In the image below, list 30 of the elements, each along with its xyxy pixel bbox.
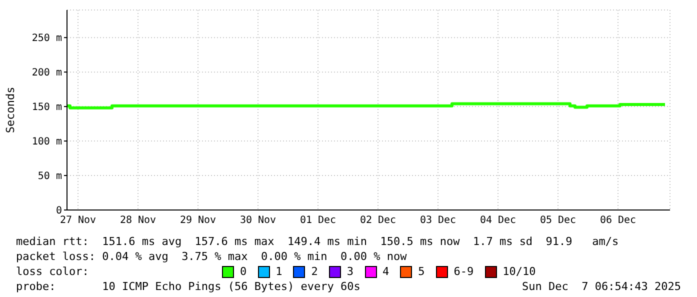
text: median rtt: 151.6 ms avg 157.6 ms max 149.4 ms min 150.5 ms now 1.7 ms sd 91.9 am/s [16,234,620,249]
x-tick-label: 28 Nov [120,215,156,226]
x-tick-label: 29 Nov [180,215,216,226]
y-tick-label: 50 m [38,171,62,182]
text: probe: 10 ICMP Echo Pings (56 Bytes) every 60s [16,279,360,294]
legend-label: 3 [346,264,354,279]
legend-label: 1 [274,264,282,279]
x-tick-label: 03 Dec [420,215,456,226]
x-tick-label: 05 Dec [540,215,576,226]
text: Sun Dec 7 06:54:43 2025 [522,279,681,294]
x-tick-label: 06 Dec [600,215,636,226]
legend-label: 6-9 [452,264,474,279]
legend-label: 0 [239,264,247,279]
text: packet loss: 0.04 % avg 3.75 % max 0.00 % min 0.00 % now [16,249,408,264]
legend-label: 4 [382,264,390,279]
legend-label: 10/10 [502,264,536,279]
x-tick-label: 04 Dec [480,215,516,226]
x-tick-label: 01 Dec [300,215,336,226]
y-tick-label: 200 m [32,68,62,79]
x-tick-label: 30 Nov [240,215,276,226]
legend-title: loss color: [16,264,90,279]
y-tick-label: 0 [56,206,62,217]
legend-label: 2 [310,264,318,279]
y-axis-title: Seconds [4,86,17,134]
y-tick-label: 250 m [32,33,62,44]
y-tick-label: 100 m [32,136,62,148]
legend-label: 5 [417,264,425,279]
y-tick-label: 150 m [32,102,62,114]
x-tick-label: 02 Dec [360,215,396,226]
x-tick-label: 27 Nov [60,215,96,226]
